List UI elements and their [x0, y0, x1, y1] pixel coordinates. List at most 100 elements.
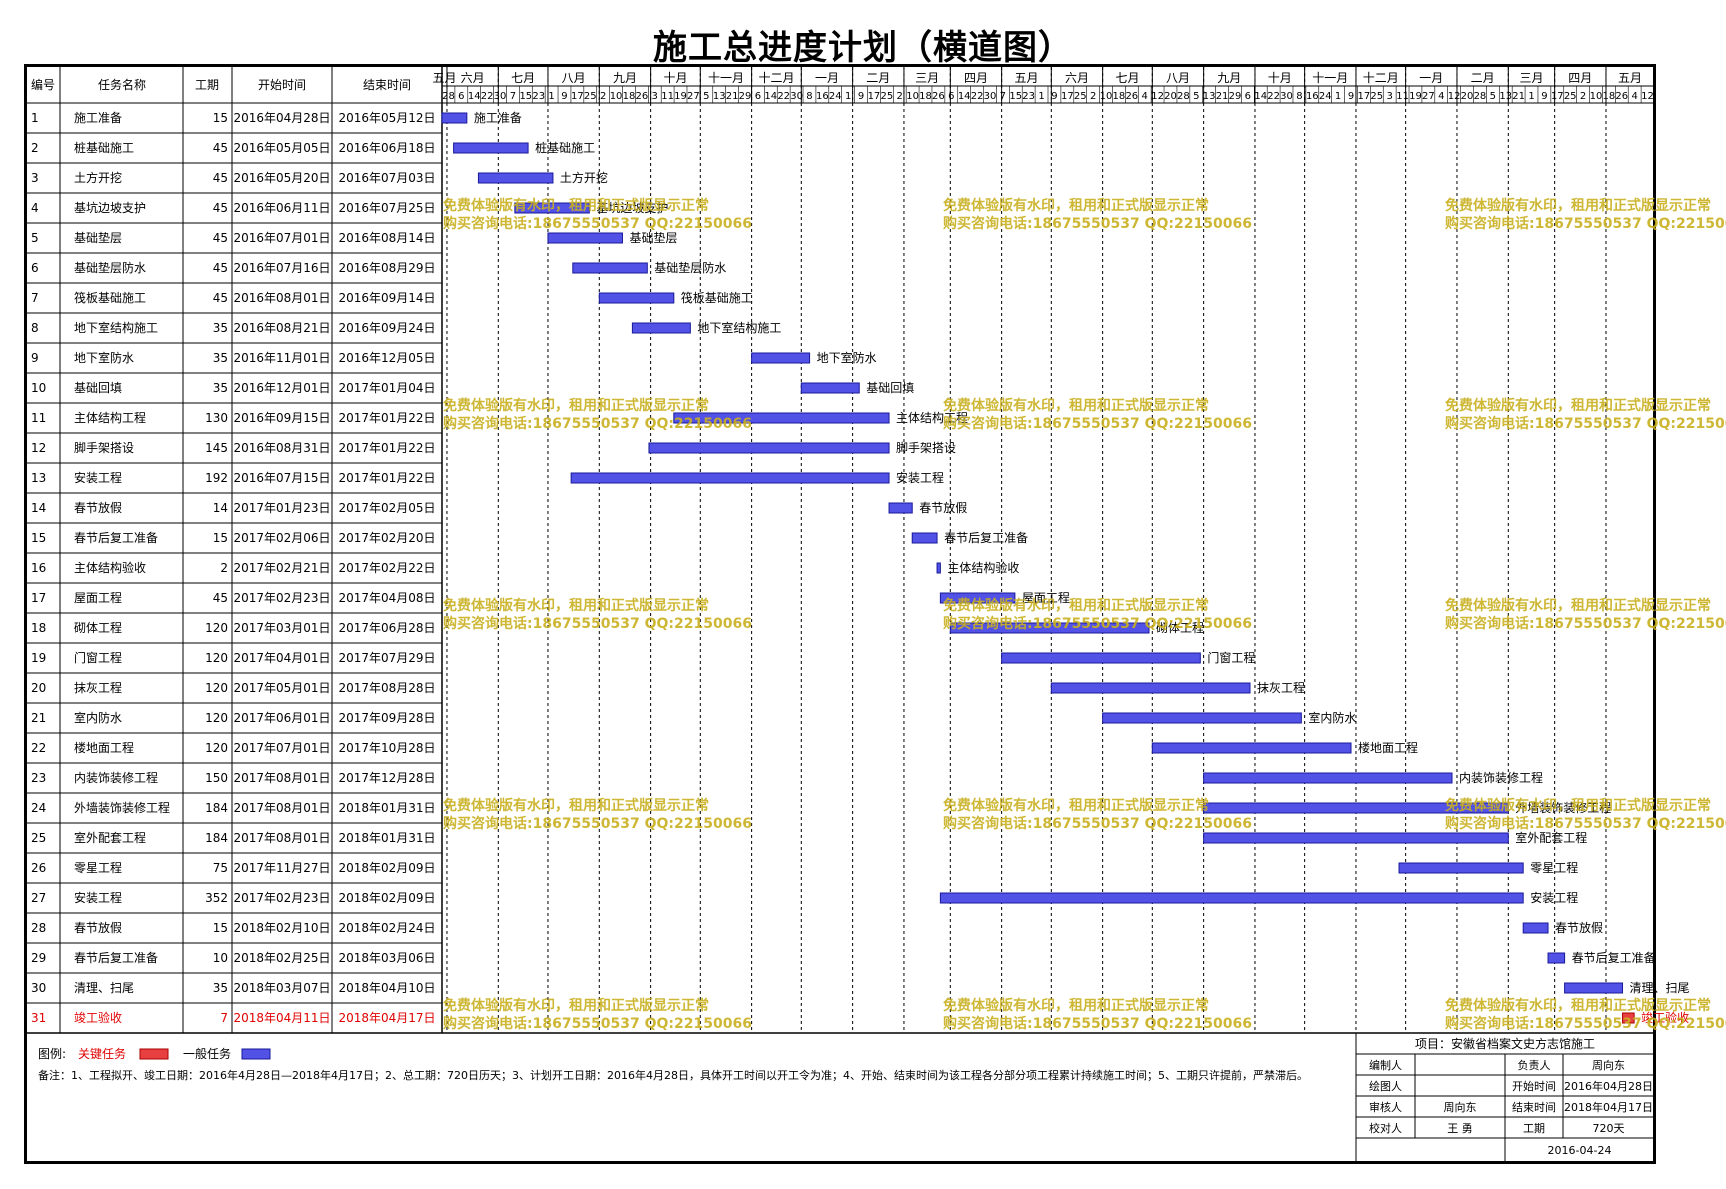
table-header-name: 任务名称: [98, 77, 146, 92]
info-leader: 周向东: [1592, 1058, 1625, 1072]
task-name: 门窗工程: [74, 650, 122, 665]
task-start: 2016年11月01日: [233, 351, 330, 365]
month-label: 一月: [815, 71, 839, 85]
task-name: 施工准备: [74, 111, 122, 125]
month-label: 一月: [1419, 71, 1443, 85]
task-bar-label: 基础垫层: [629, 230, 677, 245]
day-tick-label: 22: [1267, 91, 1280, 102]
task-duration: 10: [213, 951, 228, 965]
task-end: 2016年06月18日: [338, 141, 435, 155]
task-end: 2018年02月09日: [338, 891, 435, 905]
task-id: 25: [31, 831, 46, 845]
page-title: 施工总进度计划（横道图）: [653, 28, 1073, 68]
task-duration: 35: [213, 321, 228, 335]
task-end: 2017年12月28日: [338, 771, 435, 785]
task-bar-label: 零星工程: [1530, 860, 1578, 875]
info-leader-label: 负责人: [1518, 1058, 1551, 1072]
task-bar: [441, 112, 468, 124]
task-duration: 130: [205, 411, 228, 425]
day-tick-label: 3: [1386, 91, 1392, 102]
task-end: 2017年09月28日: [338, 711, 435, 725]
task-name: 室外配套工程: [74, 830, 146, 845]
info-start: 2016年04月28日: [1564, 1079, 1653, 1093]
task-name: 基础垫层: [74, 230, 122, 245]
task-id: 5: [31, 231, 39, 245]
table-header-end: 结束时间: [363, 78, 411, 92]
task-name: 主体结构工程: [74, 410, 146, 425]
legend-label: 图例:: [38, 1047, 66, 1061]
task-bar-label: 屋面工程: [1022, 590, 1070, 605]
task-end: 2018年02月24日: [338, 921, 435, 935]
task-bar-label: 地下室防水: [817, 350, 877, 365]
task-end: 2017年08月28日: [338, 681, 435, 695]
task-duration: 145: [205, 441, 228, 455]
month-label: 八月: [562, 71, 586, 85]
task-bar-label: 内装饰装修工程: [1459, 770, 1543, 785]
task-bar-label: 地下室结构施工: [697, 320, 781, 335]
task-bar: [1522, 922, 1549, 934]
task-bar: [1151, 742, 1352, 754]
task-end: 2017年01月04日: [338, 381, 435, 395]
task-duration: 45: [213, 291, 228, 305]
task-start: 2017年08月01日: [233, 771, 330, 785]
task-bar: [800, 382, 860, 394]
month-label: 十一月: [1312, 71, 1348, 85]
task-duration: 120: [205, 651, 228, 665]
task-name: 春节放假: [74, 920, 122, 935]
task-start: 2017年08月01日: [233, 831, 330, 845]
task-bar: [673, 412, 890, 424]
task-bar-label: 主体结构工程: [896, 410, 968, 425]
day-tick-label: 21: [1216, 91, 1229, 102]
day-tick-label: 13: [1499, 91, 1512, 102]
task-start: 2016年05月05日: [233, 141, 330, 155]
chart-frame: [24, 64, 1656, 1164]
day-tick-label: 6: [948, 91, 954, 102]
watermark-line: 免费体验版有水印，租用和正式版显示正常: [943, 797, 1209, 814]
task-bar: [570, 472, 890, 484]
task-bar: [453, 142, 529, 154]
day-tick-label: 28: [1177, 91, 1190, 102]
info-checker-label: 校对人: [1369, 1121, 1402, 1135]
legend-critical-label: 关键任务: [78, 1046, 126, 1061]
day-tick-label: 5: [703, 91, 709, 102]
day-tick-label: 2: [897, 91, 903, 102]
day-tick-label: 1: [1335, 91, 1341, 102]
task-name: 室内防水: [74, 710, 122, 725]
watermark-line: 购买咨询电话:18675550537 QQ:22150066: [1445, 215, 1726, 232]
watermark-line: 购买咨询电话:18675550537 QQ:22150066: [943, 1015, 1252, 1032]
task-duration: 15: [213, 921, 228, 935]
day-tick-label: 25: [1564, 91, 1577, 102]
watermark-line: 购买咨询电话:18675550537 QQ:22150066: [443, 415, 752, 432]
task-id: 29: [31, 951, 46, 965]
task-start: 2016年04月28日: [233, 111, 330, 125]
day-tick-label: 4: [1631, 91, 1637, 102]
day-tick-label: 30: [1280, 91, 1293, 102]
task-duration: 120: [205, 621, 228, 635]
task-bar: [911, 532, 938, 544]
task-duration: 45: [213, 231, 228, 245]
task-bar: [1203, 832, 1509, 844]
table-header-id: 编号: [31, 77, 55, 92]
day-tick-label: 2: [1090, 91, 1096, 102]
task-id: 7: [31, 291, 39, 305]
task-name: 砌体工程: [74, 620, 122, 635]
task-id: 19: [31, 651, 46, 665]
task-end: 2018年04月17日: [338, 1011, 435, 1025]
watermark-line: 免费体验版有水印，租用和正式版显示正常: [943, 597, 1209, 614]
task-bar-label: 安装工程: [1530, 890, 1578, 905]
task-bar-label: 主体结构验收: [947, 560, 1019, 575]
task-start: 2018年02月25日: [233, 951, 330, 965]
task-start: 2017年05月01日: [233, 681, 330, 695]
task-id: 12: [31, 441, 46, 455]
watermark-line: 免费体验版有水印，租用和正式版显示正常: [443, 797, 709, 814]
task-bar-label: 基础垫层防水: [654, 260, 726, 275]
task-duration: 352: [205, 891, 228, 905]
month-label: 十一月: [708, 71, 744, 85]
task-bar: [648, 442, 890, 454]
task-name: 主体结构验收: [74, 560, 146, 575]
task-end: 2017年10月28日: [338, 741, 435, 755]
task-name: 脚手架搭设: [74, 440, 134, 455]
task-name: 竣工验收: [74, 1010, 122, 1025]
day-tick-label: 9: [1541, 91, 1547, 102]
task-name: 安装工程: [74, 470, 122, 485]
